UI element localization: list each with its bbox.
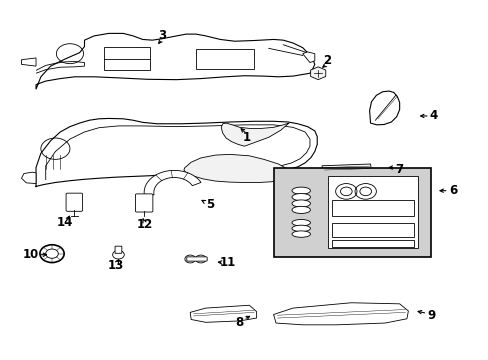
Bar bbox=[331, 223, 413, 237]
Bar bbox=[331, 199, 413, 216]
Ellipse shape bbox=[291, 194, 310, 201]
Polygon shape bbox=[221, 123, 288, 146]
Text: 10: 10 bbox=[23, 248, 39, 261]
Ellipse shape bbox=[291, 200, 310, 207]
Bar bbox=[331, 240, 413, 247]
FancyBboxPatch shape bbox=[115, 246, 122, 253]
Text: 3: 3 bbox=[158, 30, 166, 42]
Ellipse shape bbox=[291, 231, 310, 237]
Polygon shape bbox=[21, 58, 36, 66]
Ellipse shape bbox=[291, 220, 310, 226]
Polygon shape bbox=[190, 305, 256, 322]
Text: 4: 4 bbox=[428, 109, 437, 122]
Polygon shape bbox=[273, 303, 407, 325]
Text: 8: 8 bbox=[235, 316, 244, 329]
Text: 12: 12 bbox=[137, 218, 153, 231]
Polygon shape bbox=[36, 118, 317, 187]
Text: 1: 1 bbox=[243, 131, 250, 144]
Bar bbox=[273, 167, 430, 257]
Text: 6: 6 bbox=[448, 184, 456, 197]
Polygon shape bbox=[310, 67, 325, 80]
Text: 2: 2 bbox=[322, 54, 330, 67]
Text: 5: 5 bbox=[206, 198, 214, 211]
Bar bbox=[196, 49, 254, 69]
Bar bbox=[103, 47, 150, 71]
Text: 13: 13 bbox=[108, 259, 124, 272]
Text: 14: 14 bbox=[57, 216, 73, 229]
FancyBboxPatch shape bbox=[186, 257, 207, 261]
Polygon shape bbox=[36, 33, 314, 89]
FancyBboxPatch shape bbox=[66, 193, 82, 211]
Polygon shape bbox=[21, 172, 36, 184]
Ellipse shape bbox=[291, 206, 310, 213]
Ellipse shape bbox=[291, 225, 310, 231]
Polygon shape bbox=[369, 91, 399, 125]
Polygon shape bbox=[302, 52, 314, 63]
Bar bbox=[327, 176, 417, 248]
FancyBboxPatch shape bbox=[135, 194, 153, 212]
Polygon shape bbox=[322, 164, 371, 173]
Text: 9: 9 bbox=[426, 309, 434, 322]
Text: 7: 7 bbox=[395, 163, 403, 176]
Text: 11: 11 bbox=[219, 256, 235, 269]
Polygon shape bbox=[183, 154, 290, 183]
Polygon shape bbox=[144, 170, 201, 196]
Ellipse shape bbox=[291, 187, 310, 194]
